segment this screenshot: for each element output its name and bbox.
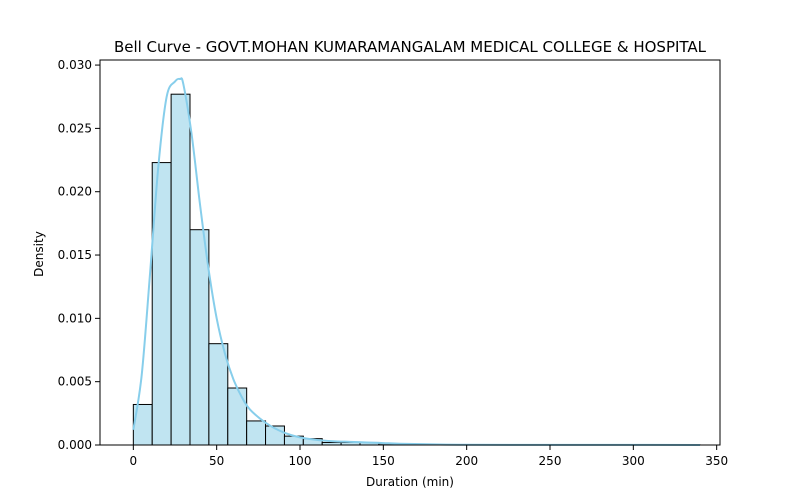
- kde-curve: [132, 77, 701, 446]
- y-tick-label: 0.005: [58, 375, 92, 389]
- histogram-bar: [189, 229, 210, 446]
- x-axis-label: Duration (min): [366, 475, 454, 489]
- x-tick-label: 50: [209, 454, 224, 468]
- x-tick-label: 250: [539, 454, 562, 468]
- y-tick-label: 0.020: [58, 185, 92, 199]
- x-axis-ticks: 0 50 100 150 200 250 300 350: [130, 445, 728, 468]
- x-tick-label: 200: [455, 454, 478, 468]
- y-tick-label: 0.030: [58, 58, 92, 72]
- x-tick-label: 350: [705, 454, 728, 468]
- y-axis-label: Density: [32, 231, 46, 277]
- histogram-bar: [170, 93, 191, 446]
- histogram-bar: [246, 420, 267, 446]
- histogram-bar: [208, 343, 229, 446]
- y-axis-ticks: 0.000 0.005 0.010 0.015 0.020 0.025 0.030: [58, 58, 100, 452]
- y-tick-label: 0.000: [58, 438, 92, 452]
- y-tick-label: 0.010: [58, 311, 92, 325]
- kde-layer: [132, 77, 701, 446]
- bars-layer: [132, 93, 701, 446]
- x-tick-label: 150: [372, 454, 395, 468]
- x-tick-label: 100: [289, 454, 312, 468]
- histogram-bar: [227, 387, 248, 446]
- plot-frame: [99, 59, 721, 446]
- x-tick-label: 0: [130, 454, 138, 468]
- x-tick-label: 300: [622, 454, 645, 468]
- chart-title: Bell Curve - GOVT.MOHAN KUMARAMANGALAM M…: [114, 38, 707, 56]
- y-tick-label: 0.015: [58, 248, 92, 262]
- y-tick-label: 0.025: [58, 121, 92, 135]
